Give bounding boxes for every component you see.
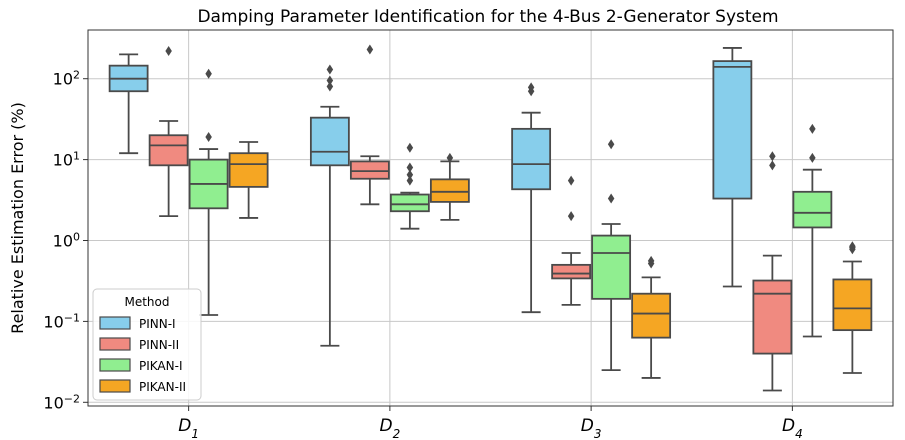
chart-title: Damping Parameter Identification for the…: [197, 7, 778, 27]
outlier-point: [406, 175, 414, 186]
outlier-point: [406, 142, 414, 153]
outlier-point: [769, 151, 776, 162]
y-tick-label: 100: [53, 230, 80, 251]
box-pinn-i: [511, 82, 552, 314]
box-iqr: [511, 127, 552, 191]
outlier-point: [446, 152, 454, 163]
box-pikan-ii: [429, 152, 470, 221]
y-tick-label: 10−2: [43, 392, 80, 413]
box-iqr: [148, 134, 189, 167]
outlier-point: [205, 132, 212, 143]
x-tick-label: D4: [782, 416, 803, 440]
x-axis-ticks: D1 D2 D3 D4: [178, 406, 803, 440]
outlier-point: [607, 193, 615, 204]
box-pikan-ii: [228, 141, 269, 219]
y-tick-label: 101: [53, 149, 80, 170]
outlier-point: [567, 211, 575, 222]
box-pinn-i: [712, 47, 753, 288]
outlier-point: [326, 75, 334, 86]
legend-label: PIKAN-II: [139, 380, 186, 394]
legend-title: Method: [124, 295, 169, 309]
outlier-point: [527, 82, 535, 93]
box-pinn-ii: [349, 44, 390, 206]
box-pinn-ii: [148, 46, 189, 218]
outlier-point: [607, 139, 615, 150]
outlier-point: [366, 44, 374, 55]
box-pikan-ii: [832, 241, 873, 374]
box-pinn-i: [108, 53, 149, 155]
outlier-point: [809, 152, 816, 163]
x-tick-label: D2: [380, 416, 401, 440]
legend-swatch: [99, 337, 131, 351]
box-iqr: [752, 279, 793, 355]
legend-swatch: [99, 316, 131, 330]
y-tick-label: 102: [53, 68, 80, 89]
outlier-point: [326, 64, 334, 75]
outlier-point: [567, 175, 575, 186]
x-tick-label: D3: [581, 416, 602, 440]
box-pikan-i: [389, 142, 430, 230]
box-iqr: [551, 263, 592, 280]
outlier-point: [326, 81, 334, 92]
box-pinn-i: [309, 64, 350, 347]
box-iqr: [429, 178, 470, 203]
outlier-point: [205, 68, 212, 79]
y-axis-ticks: 10−2 10−1 100 101 102: [43, 68, 88, 412]
box-pikan-i: [188, 68, 229, 316]
box-pikan-i: [591, 139, 632, 372]
box-pikan-i: [792, 123, 833, 338]
box-pinn-ii: [752, 151, 793, 392]
outlier-point: [406, 169, 414, 180]
x-tick-label: D1: [178, 416, 199, 440]
box-pinn-ii: [551, 175, 592, 306]
box-iqr: [228, 152, 269, 188]
legend-label: PINN-II: [139, 338, 179, 352]
legend-label: PINN-I: [139, 317, 176, 331]
box-iqr: [349, 160, 390, 180]
box-iqr: [309, 116, 350, 167]
outlier-point: [769, 160, 776, 171]
box-pikan-ii: [631, 255, 672, 379]
y-tick-label: 10−1: [43, 311, 80, 332]
box-iqr: [631, 292, 672, 339]
outlier-point: [406, 162, 414, 173]
legend-label: PIKAN-I: [139, 359, 183, 373]
box-iqr: [712, 60, 753, 200]
outlier-point: [647, 255, 655, 266]
box-series: [108, 44, 873, 392]
legend: Method PINN-I PINN-II PIKAN-I PIKAN-II: [92, 288, 202, 401]
box-iqr: [389, 193, 430, 213]
box-iqr: [792, 190, 833, 229]
legend-swatch: [99, 358, 131, 372]
y-axis-label: Relative Estimation Error (%): [8, 102, 27, 334]
plot-frame: [87, 29, 894, 407]
outlier-point: [809, 123, 816, 134]
outlier-point: [165, 46, 172, 57]
outlier-point: [849, 241, 856, 252]
box-iqr: [832, 278, 873, 332]
legend-swatch: [99, 379, 131, 393]
box-iqr: [591, 234, 632, 300]
